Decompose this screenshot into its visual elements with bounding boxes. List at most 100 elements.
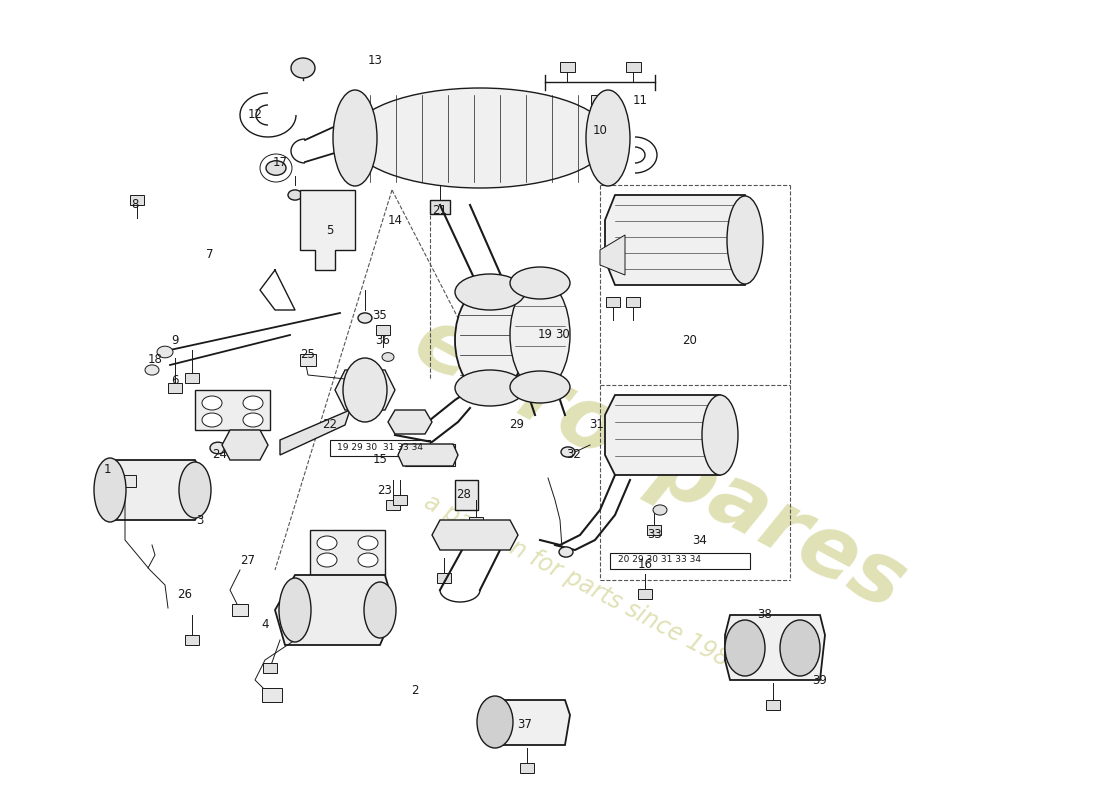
Text: 20 29 30 31 33 34: 20 29 30 31 33 34 <box>618 555 702 565</box>
Text: 26: 26 <box>177 589 192 602</box>
Text: 20: 20 <box>683 334 697 346</box>
Circle shape <box>382 353 394 362</box>
Text: 18: 18 <box>147 354 163 366</box>
Circle shape <box>334 204 350 216</box>
Circle shape <box>334 229 350 241</box>
Bar <box>610 553 750 569</box>
Polygon shape <box>388 410 432 434</box>
Text: 36: 36 <box>375 334 390 346</box>
Circle shape <box>304 229 320 241</box>
Bar <box>376 325 390 335</box>
Ellipse shape <box>350 88 610 188</box>
Text: 22: 22 <box>322 418 338 431</box>
Circle shape <box>561 447 575 457</box>
Ellipse shape <box>179 462 211 518</box>
Bar <box>130 195 144 205</box>
Bar <box>118 475 136 487</box>
Text: 4: 4 <box>262 618 268 631</box>
Ellipse shape <box>343 358 387 422</box>
Ellipse shape <box>243 396 263 410</box>
Text: 39: 39 <box>813 674 827 686</box>
Polygon shape <box>398 444 458 466</box>
Circle shape <box>304 204 320 216</box>
Ellipse shape <box>358 536 378 550</box>
Ellipse shape <box>243 413 263 427</box>
Text: 23: 23 <box>377 483 393 497</box>
Bar <box>591 95 605 105</box>
Text: 24: 24 <box>212 449 228 462</box>
Ellipse shape <box>477 696 513 748</box>
Ellipse shape <box>510 280 570 390</box>
Text: 9: 9 <box>172 334 178 346</box>
Ellipse shape <box>455 274 525 310</box>
Bar <box>520 763 534 773</box>
Polygon shape <box>455 480 478 510</box>
Ellipse shape <box>455 370 525 406</box>
Ellipse shape <box>725 620 764 676</box>
Ellipse shape <box>358 553 378 567</box>
Polygon shape <box>485 700 570 745</box>
Ellipse shape <box>727 196 763 284</box>
Text: 2: 2 <box>411 685 419 698</box>
Polygon shape <box>600 235 625 275</box>
Text: 35: 35 <box>373 309 387 322</box>
Text: 25: 25 <box>300 349 316 362</box>
Text: 32: 32 <box>566 449 582 462</box>
Text: 6: 6 <box>172 374 178 386</box>
Text: 12: 12 <box>248 109 263 122</box>
Text: 38: 38 <box>758 609 772 622</box>
Text: 10: 10 <box>593 123 607 137</box>
Polygon shape <box>605 395 730 475</box>
Text: 11: 11 <box>632 94 648 106</box>
Ellipse shape <box>586 90 630 186</box>
Text: 34: 34 <box>693 534 707 546</box>
Bar <box>647 525 661 535</box>
Bar <box>300 354 316 366</box>
Ellipse shape <box>364 582 396 638</box>
Circle shape <box>559 547 573 557</box>
Polygon shape <box>195 390 270 430</box>
Circle shape <box>157 346 173 358</box>
Bar <box>560 62 575 72</box>
Circle shape <box>358 313 372 323</box>
Ellipse shape <box>279 578 311 642</box>
Ellipse shape <box>317 553 337 567</box>
Circle shape <box>266 161 286 175</box>
Bar <box>430 200 450 214</box>
Circle shape <box>288 190 302 200</box>
Polygon shape <box>95 460 210 520</box>
Text: 30: 30 <box>556 329 571 342</box>
Text: 29: 29 <box>509 418 525 431</box>
Text: 7: 7 <box>207 249 213 262</box>
Polygon shape <box>725 615 825 680</box>
Circle shape <box>145 365 160 375</box>
Bar <box>330 440 430 456</box>
Text: 37: 37 <box>518 718 532 731</box>
Bar <box>638 589 652 599</box>
Ellipse shape <box>333 90 377 186</box>
Bar <box>766 700 780 710</box>
Bar <box>405 444 455 466</box>
Ellipse shape <box>292 58 315 78</box>
Text: 33: 33 <box>648 529 662 542</box>
Text: 19 29 30  31 33 34: 19 29 30 31 33 34 <box>337 442 424 451</box>
Ellipse shape <box>455 285 525 395</box>
Polygon shape <box>432 520 518 550</box>
Polygon shape <box>310 530 385 575</box>
Text: 1: 1 <box>103 462 111 475</box>
Polygon shape <box>280 410 350 455</box>
Ellipse shape <box>510 267 570 299</box>
Ellipse shape <box>317 536 337 550</box>
Text: 3: 3 <box>196 514 204 526</box>
Bar <box>469 517 483 527</box>
Bar <box>393 495 407 505</box>
Bar <box>168 383 182 393</box>
Text: 28: 28 <box>456 489 472 502</box>
Text: a passion for parts since 1985: a passion for parts since 1985 <box>420 490 746 678</box>
Text: 21: 21 <box>432 203 448 217</box>
Polygon shape <box>275 575 395 645</box>
Polygon shape <box>336 370 395 410</box>
Text: 14: 14 <box>387 214 403 226</box>
Ellipse shape <box>94 458 126 522</box>
Bar <box>263 663 277 673</box>
